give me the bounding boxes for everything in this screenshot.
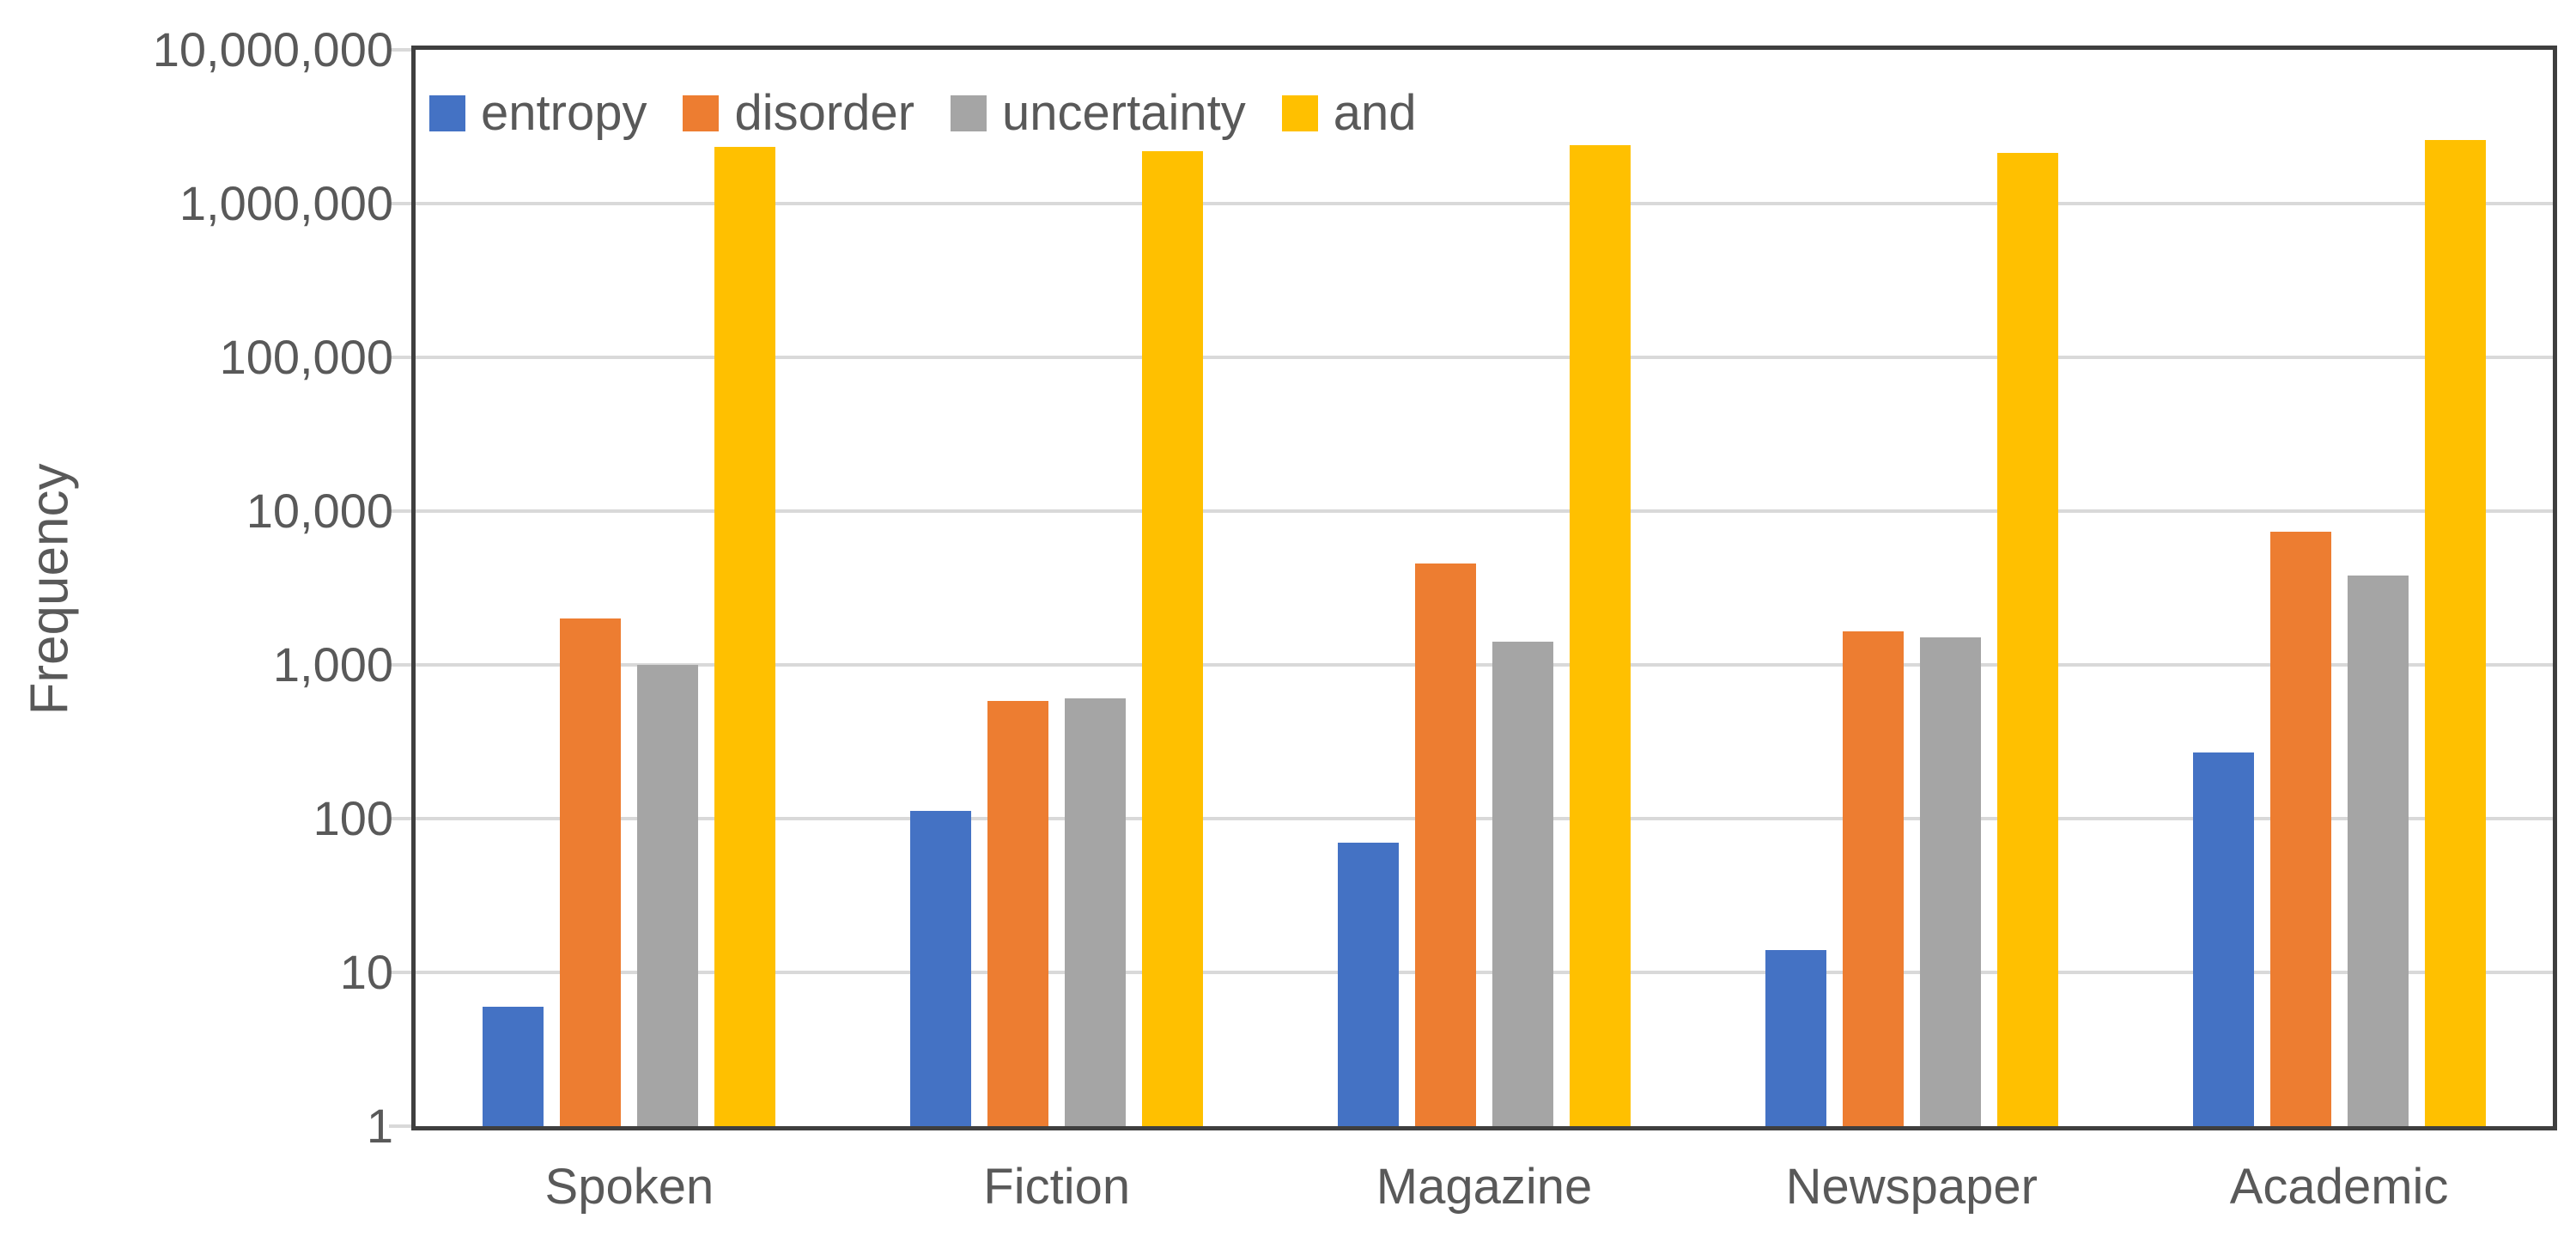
- y-tick-mark-100: [389, 817, 411, 820]
- bar-disorder-fiction: [987, 700, 1049, 1126]
- y-tick-mark-10: [389, 971, 411, 974]
- y-tick-mark-1: [389, 1124, 411, 1128]
- bar-and-fiction: [1142, 150, 1204, 1126]
- x-label-newspaper: Newspaper: [1785, 1159, 2038, 1215]
- bar-group-magazine: [1271, 50, 1698, 1126]
- legend-item-and: and: [1281, 84, 1417, 142]
- bar-and-spoken: [714, 146, 776, 1126]
- bar-groups: [416, 50, 2553, 1126]
- bar-group-academic: [2125, 50, 2553, 1126]
- bar-and-magazine: [1569, 144, 1631, 1126]
- legend-item-disorder: disorder: [683, 84, 914, 142]
- x-label-academic: Academic: [2229, 1159, 2449, 1215]
- legend-label-uncertainty: uncertainty: [1002, 85, 1246, 141]
- gridline-1,000,000: [416, 202, 2553, 205]
- bar-entropy-magazine: [1337, 842, 1399, 1126]
- y-tick-label-10,000: 10,000: [246, 484, 393, 538]
- bar-group-spoken: [416, 50, 843, 1126]
- bar-disorder-magazine: [1414, 564, 1476, 1126]
- y-tick-mark-10,000,000: [389, 48, 411, 52]
- x-label-magazine: Magazine: [1376, 1159, 1593, 1215]
- bar-entropy-academic: [2192, 752, 2254, 1126]
- y-tick-label-1: 1: [366, 1099, 393, 1153]
- legend-swatch-entropy: [429, 94, 465, 131]
- gridline-100: [416, 817, 2553, 820]
- bar-and-academic: [2424, 139, 2486, 1126]
- gridline-1,000: [416, 663, 2553, 667]
- y-tick-label-1,000: 1,000: [272, 637, 393, 691]
- gridline-10,000: [416, 509, 2553, 513]
- bar-uncertainty-spoken: [637, 665, 699, 1126]
- legend-swatch-and: [1281, 94, 1318, 131]
- legend: entropy disorder uncertainty and: [429, 84, 1417, 142]
- y-tick-label-1,000,000: 1,000,000: [179, 176, 393, 230]
- bar-disorder-newspaper: [1842, 631, 1904, 1126]
- y-tick-label-10,000,000: 10,000,000: [152, 22, 393, 76]
- y-tick-mark-100,000: [389, 356, 411, 359]
- y-tick-mark-10,000: [389, 509, 411, 513]
- bar-group-fiction: [843, 50, 1271, 1126]
- gridline-100,000: [416, 356, 2553, 359]
- legend-label-and: and: [1333, 85, 1417, 141]
- legend-swatch-uncertainty: [951, 94, 987, 131]
- y-tick-mark-1,000,000: [389, 202, 411, 205]
- legend-label-entropy: entropy: [481, 85, 647, 141]
- gridline-10: [416, 971, 2553, 974]
- x-label-fiction: Fiction: [983, 1159, 1131, 1215]
- y-tick-label-10: 10: [339, 945, 393, 999]
- bar-entropy-newspaper: [1765, 949, 1826, 1126]
- bar-disorder-academic: [2269, 531, 2331, 1126]
- y-tick-mark-1,000: [389, 663, 411, 667]
- legend-label-disorder: disorder: [734, 85, 915, 141]
- bar-uncertainty-newspaper: [1919, 637, 1981, 1126]
- bar-uncertainty-academic: [2347, 576, 2409, 1126]
- x-label-spoken: Spoken: [544, 1159, 714, 1215]
- bar-uncertainty-fiction: [1065, 698, 1127, 1126]
- legend-item-uncertainty: uncertainty: [951, 84, 1246, 142]
- legend-swatch-disorder: [683, 94, 720, 131]
- plot-area: entropy disorder uncertainty and: [389, 46, 2557, 1130]
- bar-uncertainty-magazine: [1492, 641, 1553, 1126]
- bar-entropy-spoken: [483, 1006, 544, 1126]
- legend-item-entropy: entropy: [429, 84, 647, 142]
- y-tick-label-100: 100: [313, 791, 393, 845]
- bar-and-newspaper: [1996, 152, 2058, 1126]
- bar-group-newspaper: [1698, 50, 2125, 1126]
- bar-disorder-spoken: [560, 618, 622, 1126]
- x-axis-labels: Spoken Fiction Magazine Newspaper Academic: [416, 1158, 2553, 1215]
- y-tick-label-100,000: 100,000: [219, 330, 393, 384]
- bar-entropy-fiction: [910, 810, 972, 1126]
